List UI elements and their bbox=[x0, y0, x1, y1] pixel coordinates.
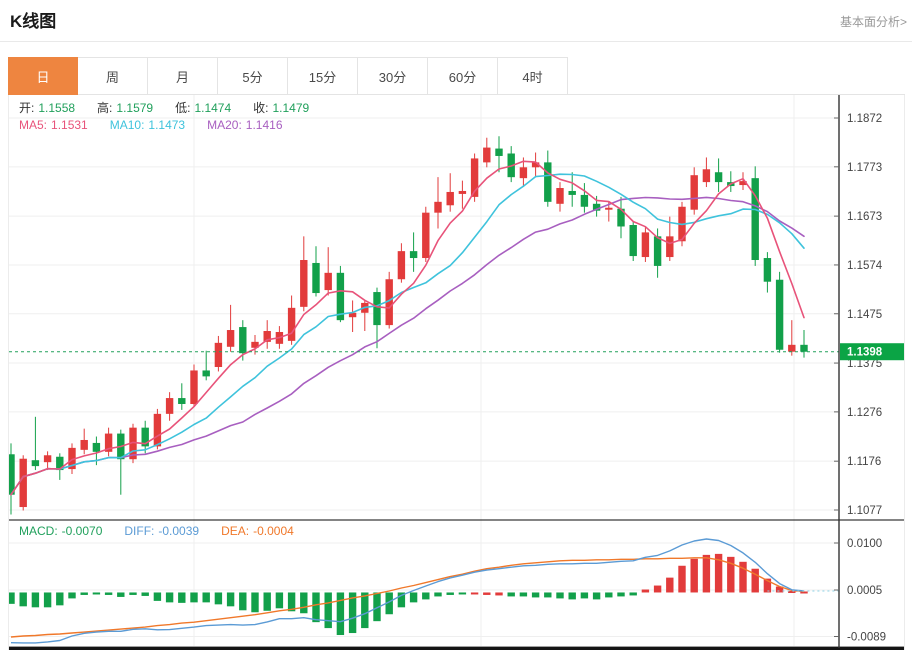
tab-60min[interactable]: 60分 bbox=[428, 57, 498, 95]
page-title: K线图 bbox=[10, 12, 57, 31]
axis-tick-label: 1.1176 bbox=[847, 456, 881, 468]
axis-tick-label: 1.1574 bbox=[847, 260, 883, 272]
last-price-value: 1.1398 bbox=[847, 347, 883, 359]
chart-area: 1.1872 1.1773 1.1673 1.1574 1.1475 1.1375 1.12… bbox=[8, 95, 905, 650]
tab-5min[interactable]: 5分 bbox=[218, 57, 288, 95]
axis-tick-label: 1.1077 bbox=[847, 505, 882, 517]
axis-tick-label: 1.1375 bbox=[847, 358, 882, 370]
axis-tick-label: 1.1276 bbox=[847, 407, 882, 419]
tab-month[interactable]: 月 bbox=[148, 57, 218, 95]
axis-tick-label: 0.0005 bbox=[847, 585, 882, 597]
tab-15min[interactable]: 15分 bbox=[288, 57, 358, 95]
interval-tabbar: 日周月 5分 15分 30分 60分 4时 bbox=[8, 57, 905, 95]
axis-tick-label: 0.0100 bbox=[847, 538, 882, 550]
last-price-badge bbox=[840, 343, 904, 361]
axis-tick-label: 1.1773 bbox=[847, 162, 882, 174]
axis-tick-label: 1.1872 bbox=[847, 113, 882, 125]
tab-30min[interactable]: 30分 bbox=[358, 57, 428, 95]
tab-week[interactable]: 周 bbox=[78, 57, 148, 95]
axis-tick-label: 1.1673 bbox=[847, 211, 882, 223]
axis-tick-label: -0.0089 bbox=[847, 632, 886, 644]
axis-tick-label: 1.1475 bbox=[847, 309, 882, 321]
tab-4hour[interactable]: 4时 bbox=[498, 57, 568, 95]
tabbar-filler bbox=[568, 57, 905, 95]
title-divider bbox=[0, 41, 912, 42]
tab-day[interactable]: 日 bbox=[8, 57, 78, 95]
fundamental-analysis-link[interactable]: 基本面分析> bbox=[839, 15, 907, 29]
chart-canvas[interactable]: 1.1872 1.1773 1.1673 1.1574 1.1475 1.1375 1.12… bbox=[9, 95, 904, 650]
